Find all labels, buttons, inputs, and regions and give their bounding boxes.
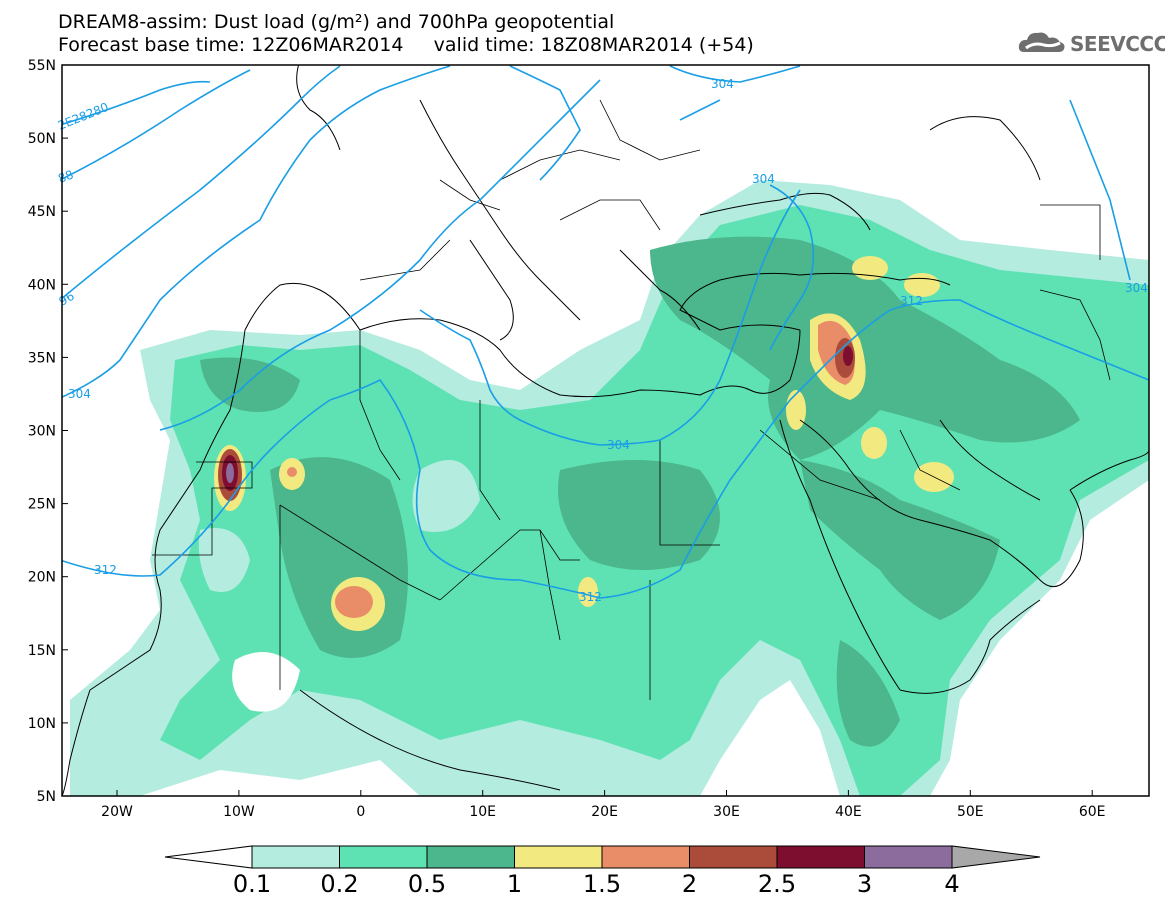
colorbar-label: 0.1 [232,870,272,898]
lon-label: 10E [469,804,496,820]
dust-region-0-5-c [558,460,720,570]
colorbar-segment [864,845,953,869]
colorbar [164,845,1041,869]
colorbar-segment [426,845,515,869]
colorbar-label: 3 [856,870,873,898]
lon-label: 0 [356,804,365,820]
colorbar-segment [689,845,778,869]
lon-label: 40E [835,804,862,820]
lat-label: 50N [28,131,56,147]
dust-hotspot-iraq [861,427,887,459]
dust-field [62,65,1149,796]
lat-label: 25N [28,497,56,513]
contour-label: 304 [711,77,734,91]
dust-hole-1 [232,652,300,712]
dust-hotspot-morocco-inner [287,467,297,477]
dust-hotspot-syria-core [843,346,853,366]
colorbar-label: 0.5 [407,870,447,898]
colorbar-label: 2 [681,870,698,898]
lat-label: 35N [28,350,56,366]
latitude-axis: 55N 50N 45N 40N 35N 30N 25N 20N 15N 10N 5N [28,58,68,805]
dust-hotspot-chad [578,577,598,607]
dust-hotspot-western-sahara-4 [226,463,234,483]
lon-label: 50E [957,804,984,820]
dust-hole-3 [412,460,480,532]
lat-label: 15N [28,643,56,659]
colorbar-label: 1.5 [582,870,622,898]
lat-label: 30N [28,424,56,440]
contour-label: 304 [607,438,630,452]
dust-hotspot-turkey [852,256,888,280]
seevccc-logo: SEEVCCC [1018,28,1165,58]
lon-label: 60E [1079,804,1106,820]
lon-label: 10W [223,804,255,820]
lat-label: 5N [37,789,56,805]
lat-label: 10N [28,716,56,732]
colorbar-label: 1 [506,870,523,898]
colorbar-label: 2.5 [757,870,797,898]
lon-label: 20W [101,804,133,820]
dust-hole-2 [198,528,250,592]
contour-label: 312 [94,563,117,577]
contour-label: 304 [1125,281,1148,295]
colorbar-under-arrow [164,845,253,869]
lat-label: 55N [28,58,56,74]
lon-label: 30E [713,804,740,820]
dust-hotspot-mali-inner [335,586,373,618]
colorbar-label: 0.2 [320,870,359,898]
colorbar-segment [951,845,1041,869]
geopotential-contours [62,65,1149,599]
lat-label: 20N [28,570,56,586]
contour-label: 312 [900,294,923,308]
colorbar-segment [514,845,603,869]
contour-label: 304 [752,172,775,186]
contour-label: 304 [68,387,91,401]
longitude-axis: 20W 10W 0 10E 20E 30E 40E 50E 60E [101,790,1106,820]
contour-label: 312 [579,590,602,604]
colorbar-segment [339,845,428,869]
lon-label: 20E [591,804,618,820]
country-borders [152,99,1111,700]
dust-region-0-5-a [200,357,300,412]
colorbar-segment [776,845,865,869]
colorbar-label: 4 [944,870,960,898]
dust-hotspot-jordan [786,390,806,430]
colorbar-segment [601,845,690,869]
lat-label: 40N [28,277,56,293]
chart-title-line2: Forecast base time: 12Z06MAR2014 valid t… [58,34,754,56]
colorbar-segment [251,845,340,869]
logo-text: SEEVCCC [1070,32,1165,56]
dust-region-0-5-e [800,460,1000,620]
dust-region-0-5-f [836,640,900,747]
cloud-logo-icon [1018,32,1065,52]
coastlines [62,65,1149,796]
dust-region-0-5-d [650,236,1080,460]
chart-title-line1: DREAM8-assim: Dust load (g/m²) and 700hP… [58,11,615,33]
lat-label: 45N [28,204,56,220]
contour-label: 88 [56,167,75,185]
